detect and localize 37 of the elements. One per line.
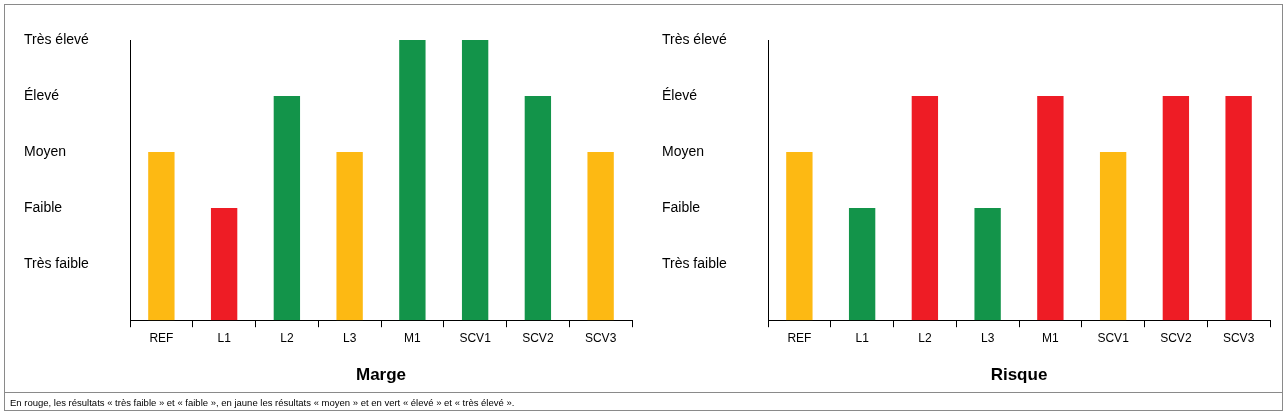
x-tick-label: L1 <box>855 330 870 345</box>
text: Moyen <box>24 142 67 159</box>
x-tick-label: REF <box>787 330 812 345</box>
x-axis-title: Risque <box>990 365 1048 385</box>
text: Élevé <box>24 86 60 103</box>
bar <box>336 152 363 321</box>
bar <box>587 152 614 321</box>
x-tick-label: M1 <box>1042 330 1060 345</box>
text: En rouge, les résultats « très faible » et « faible », en jaune les résultats « moyen » et en vert « élevé » et « très élevé ». <box>4 392 1283 411</box>
x-tick-label: SCV2 <box>1160 330 1192 345</box>
x-tick-label: SCV2 <box>522 330 554 345</box>
x-tick-label: L1 <box>217 330 232 345</box>
bar <box>148 152 175 321</box>
x-tick-label: L2 <box>918 330 932 345</box>
x-axis-title: Marge <box>355 365 407 385</box>
text: Très faible <box>662 255 728 272</box>
bar <box>399 40 426 321</box>
text: Moyen <box>662 142 705 159</box>
text: Très faible <box>24 255 90 272</box>
x-tick-label: L3 <box>980 330 995 345</box>
x-tick-label: SCV1 <box>459 330 492 345</box>
x-tick-label: SCV3 <box>1222 330 1255 345</box>
x-tick-label: REF <box>149 330 174 345</box>
x-tick-label: L2 <box>280 330 294 345</box>
bar <box>210 208 238 321</box>
text: Faible <box>24 198 63 215</box>
x-tick-label: SCV3 <box>584 330 617 345</box>
x-tick-label: SCV1 <box>1097 330 1130 345</box>
text: Faible <box>662 198 701 215</box>
text: Très élevé <box>24 30 90 47</box>
bar <box>461 40 489 321</box>
text: Très élevé <box>662 30 728 47</box>
x-tick-label: L3 <box>342 330 357 345</box>
bar <box>524 96 552 321</box>
x-tick-label: M1 <box>404 330 422 345</box>
bar <box>273 96 301 321</box>
text: Élevé <box>662 86 698 103</box>
